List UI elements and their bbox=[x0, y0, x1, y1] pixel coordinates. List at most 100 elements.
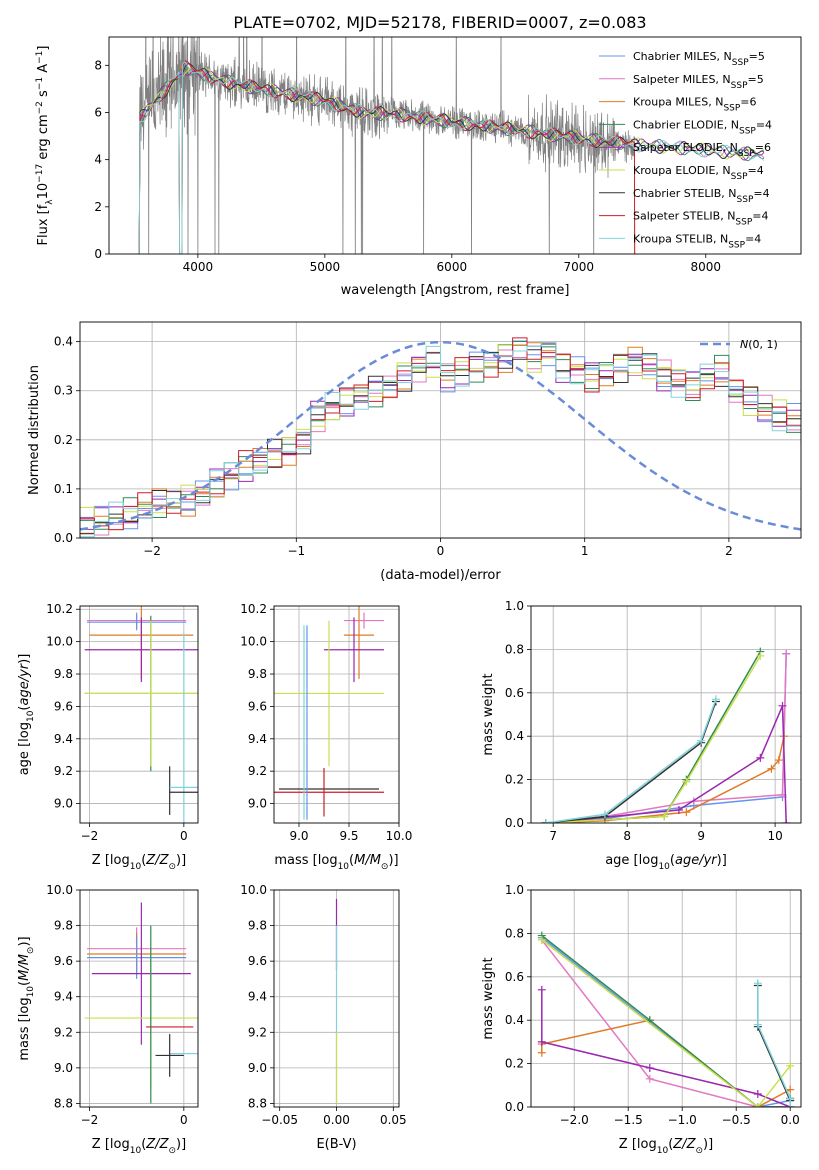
y-axis-label: mass weight bbox=[481, 673, 496, 755]
label-part: ) bbox=[176, 853, 181, 868]
label-part: mass [ bbox=[17, 1017, 32, 1060]
label-part: ) bbox=[17, 659, 32, 664]
label-part: SSP bbox=[739, 126, 756, 136]
label-part: ) bbox=[388, 853, 393, 868]
label-part: ] bbox=[36, 46, 51, 51]
label-part: =4 bbox=[756, 118, 772, 131]
plot-area bbox=[84, 606, 198, 823]
weight-marker-salpeter_miles bbox=[782, 649, 791, 658]
x-tick-label: 0.0 bbox=[781, 1113, 800, 1127]
errorbar-salpeter_elodie bbox=[324, 617, 384, 683]
y-tick-label: 1.0 bbox=[505, 883, 524, 897]
panel-ebv_mass: −0.05 0.00 0.05 8.8 9.0 9.2 9.4 9.6 9.8 10.0 E(B-V… bbox=[240, 883, 406, 1152]
label-part: SSP bbox=[735, 218, 752, 228]
label-part: ] bbox=[394, 853, 399, 868]
x-tick-label: 4000 bbox=[183, 260, 214, 274]
plot-area bbox=[541, 647, 791, 823]
axes-frame bbox=[530, 889, 802, 1108]
axes-frame bbox=[79, 321, 802, 539]
x-tick-label: 7000 bbox=[564, 260, 595, 274]
x-axis-label: Z [log10(Z/Z⊙)] bbox=[619, 1137, 713, 1156]
errorbar-kroupa_elodie bbox=[274, 620, 384, 767]
weight-marker-salpeter_elodie bbox=[756, 753, 765, 762]
legend-label-salpeter_miles: Salpeter MILES, NSSP=5 bbox=[633, 73, 764, 91]
label-part: Z/Z bbox=[145, 853, 169, 868]
errorbar-chabrier_stelib bbox=[155, 1034, 184, 1077]
y-axis-label: age [log10(age/yr)] bbox=[17, 654, 36, 776]
y-tick-label: 9.8 bbox=[54, 667, 73, 681]
label-part: =5 bbox=[748, 73, 764, 86]
y-tick-label: 0.4 bbox=[505, 1013, 524, 1027]
x-tick-label: 1 bbox=[581, 544, 589, 558]
y-tick-label: 8.8 bbox=[248, 1096, 267, 1110]
legend-label-kroupa_elodie: Kroupa ELODIE, NSSP=4 bbox=[633, 164, 764, 182]
x-tick-label: −2 bbox=[81, 1113, 99, 1127]
x-tick-label: −0.5 bbox=[722, 1113, 751, 1127]
label-part: 10 bbox=[658, 862, 670, 872]
y-tick-label: 0.2 bbox=[505, 773, 524, 787]
histogram-salpeter_stelib bbox=[80, 337, 801, 531]
label-part: Z/Z bbox=[672, 1137, 696, 1152]
x-tick-label: −2 bbox=[143, 544, 161, 558]
label-part: SSP bbox=[723, 104, 740, 114]
label-part: ) bbox=[176, 1137, 181, 1152]
label-part: ( bbox=[17, 981, 32, 986]
label-part: =4 bbox=[752, 210, 768, 223]
label-part: Salpeter STELIB, N bbox=[633, 210, 735, 223]
label-part: erg cm bbox=[36, 114, 51, 163]
label-part: SSP bbox=[732, 58, 749, 68]
label-part: =6 bbox=[740, 96, 756, 109]
weight-marker-kroupa_elodie bbox=[786, 1061, 795, 1070]
axes-frame bbox=[273, 889, 400, 1108]
y-tick-label: 6 bbox=[94, 105, 102, 119]
label-part: log bbox=[637, 1137, 657, 1152]
label-part: SSP bbox=[731, 172, 748, 182]
label-part: 10 bbox=[36, 183, 51, 200]
panel-residuals: −2 −1 0 1 2 0.0 0.1 0.2 0.3 0.4 (data-model)/error… bbox=[27, 321, 802, 583]
label-part: mass [ bbox=[274, 853, 317, 868]
panel-z_weight: −2.0 −1.5 −1.0 −0.5 0.0 0.0 0.2 0.4 0.6 0.8 1.0 Z [… bbox=[481, 883, 802, 1156]
y-tick-label: 10.0 bbox=[240, 635, 267, 649]
weight-marker-salpeter_elodie bbox=[645, 1063, 654, 1072]
y-tick-label: 2 bbox=[94, 200, 102, 214]
label-part: Salpeter ELODIE, N bbox=[633, 141, 738, 154]
axes-frame bbox=[79, 605, 199, 824]
label-part: Z [ bbox=[92, 853, 110, 868]
weight-marker-salpeter_elodie bbox=[778, 701, 787, 710]
errorbar-chabrier_miles bbox=[87, 936, 187, 979]
label-part: M/M bbox=[17, 954, 32, 981]
weight-marker-salpeter_miles bbox=[645, 1074, 654, 1083]
weight-marker-kroupa_miles bbox=[786, 1085, 795, 1094]
label-part: =4 bbox=[748, 164, 764, 177]
weight-marker-kroupa_stelib bbox=[786, 1103, 795, 1107]
weight-line-salpeter_miles bbox=[541, 939, 791, 1107]
label-part: ( bbox=[141, 1137, 146, 1152]
legend-label-chabrier_miles: Chabrier MILES, NSSP=5 bbox=[633, 50, 765, 68]
label-part: ( bbox=[668, 1137, 673, 1152]
panel-mass_age: 9.0 9.5 10.0 9.0 9.2 9.4 9.6 9.8 10.0 10.2 mass [l… bbox=[240, 602, 412, 872]
weight-marker-salpeter_elodie bbox=[782, 819, 791, 823]
label-part: M/M bbox=[354, 853, 381, 868]
x-axis-label: mass [log10(M/M⊙)] bbox=[274, 853, 398, 872]
label-part: Kroupa MILES, N bbox=[633, 96, 723, 109]
y-tick-label: 10.2 bbox=[240, 602, 267, 616]
x-tick-label: 6000 bbox=[437, 260, 468, 274]
weight-line-chabrier_elodie bbox=[545, 651, 761, 823]
x-tick-label: 5000 bbox=[310, 260, 341, 274]
y-axis-label: Normed distribution bbox=[27, 365, 42, 495]
x-axis-label: (data-model)/error bbox=[380, 568, 501, 583]
y-tick-label: 10.0 bbox=[46, 883, 73, 897]
y-tick-label: 9.6 bbox=[54, 699, 73, 713]
y-tick-label: 0.4 bbox=[505, 729, 524, 743]
label-part: Z/Z bbox=[145, 1137, 169, 1152]
y-tick-label: 0.0 bbox=[54, 531, 73, 545]
plot-area bbox=[136, 37, 765, 254]
label-part: age/yr bbox=[17, 662, 32, 705]
legend-label-kroupa_miles: Kroupa MILES, NSSP=6 bbox=[633, 96, 757, 114]
y-tick-label: 10.0 bbox=[240, 883, 267, 897]
y-tick-label: 8 bbox=[94, 58, 102, 72]
x-tick-label: 8 bbox=[623, 829, 631, 843]
label-part: ) bbox=[717, 853, 722, 868]
figure-title: PLATE=0702, MJD=52178, FIBERID=0007, z=0… bbox=[233, 13, 646, 32]
label-part: 10 bbox=[130, 1146, 142, 1156]
